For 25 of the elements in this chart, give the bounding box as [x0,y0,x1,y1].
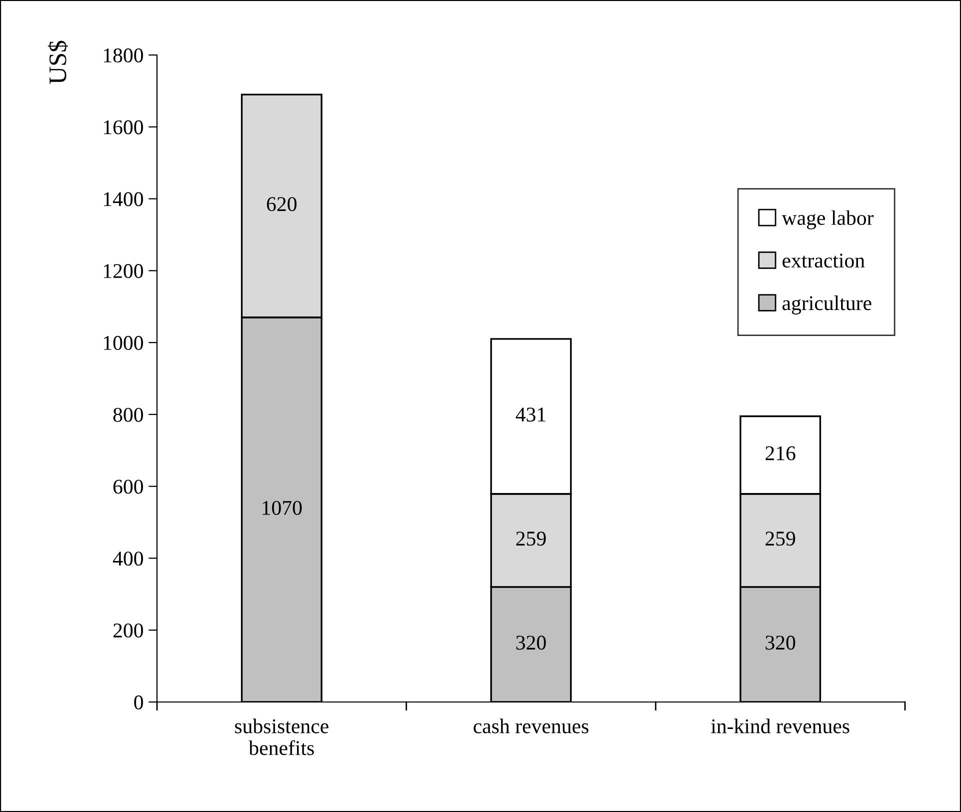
legend-label: extraction [782,254,865,268]
y-tick-label: 1400 [104,192,144,206]
x-tick-label: in-kind revenues [711,718,850,734]
y-axis-title: US$ [48,40,68,84]
y-tick-label: 800 [113,408,144,422]
y-tick-label: 0 [134,695,144,710]
data-label: 620 [266,197,296,212]
y-tick-label: 400 [112,552,144,566]
data-label: 216 [766,446,796,460]
y-tick-label: 1000 [104,336,144,350]
data-label: 259 [766,532,796,546]
legend-label: agriculture [782,296,872,314]
x-tick-label: cash revenues [474,718,588,734]
data-label: 320 [516,636,546,650]
y-tick-label: 1800 [104,48,144,62]
y-tick-label: 1200 [104,264,144,278]
x-tick-label: subsistence benefits [235,718,328,756]
legend-label: wage labor [782,210,874,230]
y-tick-label: 1600 [104,120,144,134]
data-label: 320 [766,636,796,650]
data-label: 259 [516,532,546,546]
data-label: 431 [516,408,546,422]
y-tick-label: 200 [113,623,144,638]
data-label: 1070 [262,500,302,515]
y-tick-label: 600 [113,480,144,494]
